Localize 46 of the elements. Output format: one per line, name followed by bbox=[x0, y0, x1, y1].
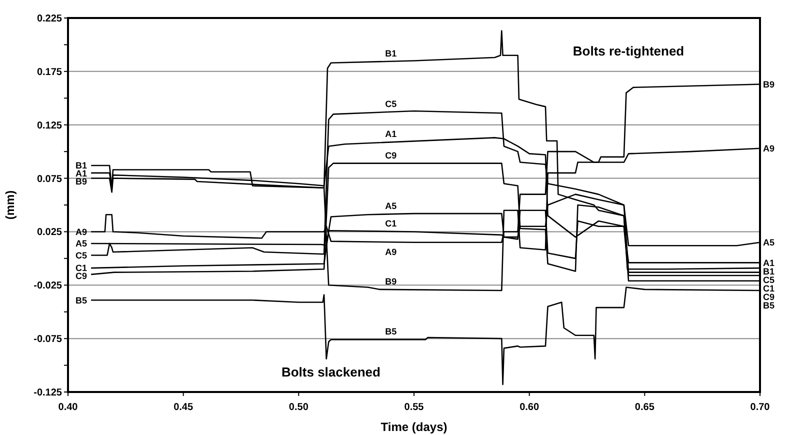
y-tick-label: 0.025 bbox=[36, 227, 62, 238]
series-label: C9 bbox=[385, 150, 397, 160]
annotation: Bolts re-tightened bbox=[572, 44, 684, 59]
text: A5 bbox=[76, 238, 88, 249]
x-tick-label: 0.65 bbox=[634, 402, 655, 413]
series-label: A5 bbox=[385, 201, 397, 212]
text: A1 bbox=[76, 168, 88, 179]
text: C9 bbox=[76, 271, 88, 282]
x-tick-label: 0.55 bbox=[404, 402, 424, 413]
text: C5 bbox=[76, 250, 88, 260]
y-tick-label: 0.125 bbox=[36, 120, 62, 132]
x-tick-label: 0.70 bbox=[750, 402, 770, 413]
series-label: B9 bbox=[385, 276, 397, 287]
y-tick-label: -0.025 bbox=[34, 280, 62, 292]
x-tick-label: 0.40 bbox=[58, 402, 78, 413]
series-label: A1 bbox=[385, 129, 397, 140]
y-tick-label: 0.175 bbox=[36, 66, 62, 78]
text: C1 bbox=[76, 263, 88, 274]
x-tick-label: 0.60 bbox=[520, 402, 540, 413]
text: C5 bbox=[763, 274, 775, 285]
y-tick-label: -0.125 bbox=[34, 388, 62, 398]
y-axis-title: (mm) bbox=[3, 190, 17, 220]
text: B5 bbox=[763, 300, 775, 310]
text: B9 bbox=[763, 79, 775, 90]
y-tick-label: -0.075 bbox=[34, 334, 62, 346]
text: B5 bbox=[76, 295, 88, 306]
series-label: C1 bbox=[385, 218, 397, 228]
text: C1 bbox=[763, 283, 775, 294]
text: B1 bbox=[763, 266, 775, 276]
annotation: Bolts slackened bbox=[281, 364, 381, 380]
text: A9 bbox=[76, 226, 88, 237]
x-tick-label: 0.45 bbox=[174, 402, 194, 413]
text: C9 bbox=[763, 292, 775, 302]
text: A9 bbox=[385, 247, 397, 258]
text: B1 bbox=[76, 160, 88, 171]
series-label: B1 bbox=[385, 48, 397, 58]
series-label: C5 bbox=[385, 98, 397, 109]
text: B9 bbox=[76, 176, 88, 187]
y-tick-label: 0.225 bbox=[36, 14, 62, 24]
x-tick-label: 0.50 bbox=[288, 402, 309, 413]
series-label: B5 bbox=[385, 326, 397, 337]
y-tick-label: 0.075 bbox=[36, 174, 62, 185]
series-label: A9 bbox=[763, 144, 775, 154]
text: A1 bbox=[763, 258, 775, 268]
x-axis-title: Time (days) bbox=[380, 420, 448, 434]
text: A5 bbox=[763, 238, 775, 248]
